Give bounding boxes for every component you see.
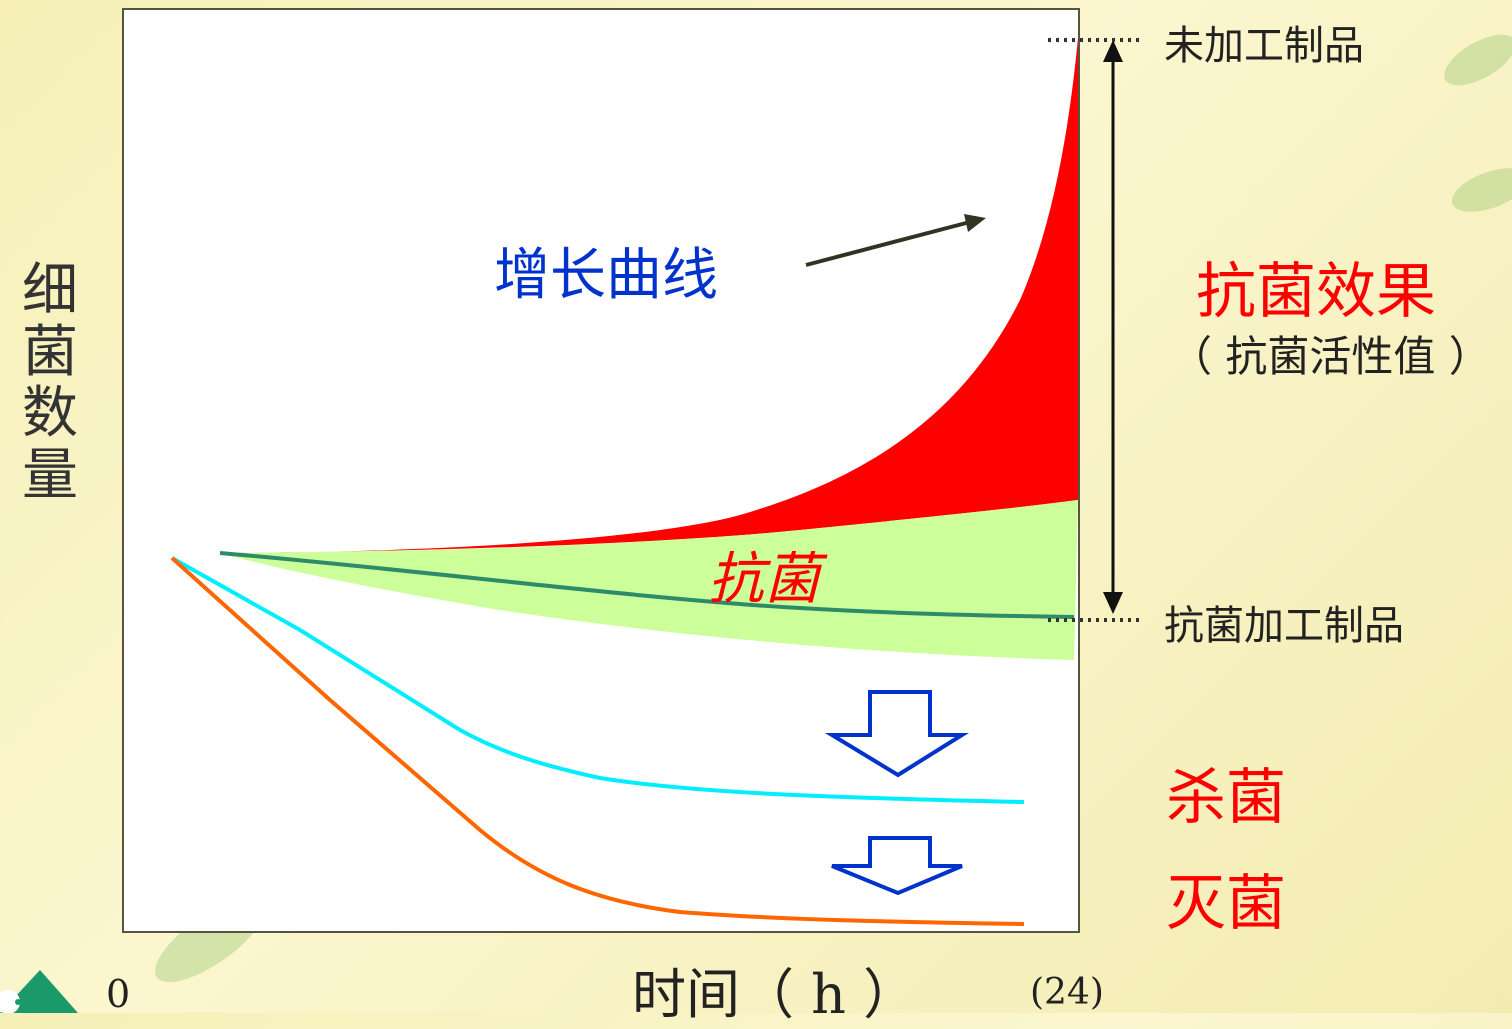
antibacterial-line <box>219 551 1075 619</box>
logo-icon <box>0 970 78 1013</box>
y-axis-label: 细菌数量 <box>22 258 78 508</box>
growth-pointer-arrow <box>805 214 986 267</box>
x-axis-end-tick: (24) <box>1030 972 1104 1013</box>
bactericidal-label: 杀菌 <box>1166 763 1286 833</box>
down-arrow-1 <box>824 690 969 778</box>
bactericidal-line <box>171 556 1025 804</box>
antibacterial-curve-label: 抗菌 <box>708 547 820 612</box>
growth-curve-label: 增长曲线 <box>494 243 718 308</box>
antibacterial-area <box>220 500 1078 660</box>
sterilization-label: 灭菌 <box>1166 869 1286 939</box>
activity-value-label: （ 抗菌活性值 ） <box>1170 332 1491 381</box>
x-axis-label: 时间（ h ） <box>632 963 918 1026</box>
x-axis-start-tick: 0 <box>106 972 131 1016</box>
growth-area <box>220 38 1078 553</box>
treated-product-label: 抗菌加工制品 <box>1164 603 1404 649</box>
down-arrow-2 <box>831 836 963 896</box>
sterilization-line <box>170 556 1025 926</box>
activity-double-arrow <box>1103 40 1123 614</box>
antibacterial-effect-label: 抗菌效果 <box>1196 257 1436 327</box>
untreated-product-label: 未加工制品 <box>1164 23 1364 69</box>
